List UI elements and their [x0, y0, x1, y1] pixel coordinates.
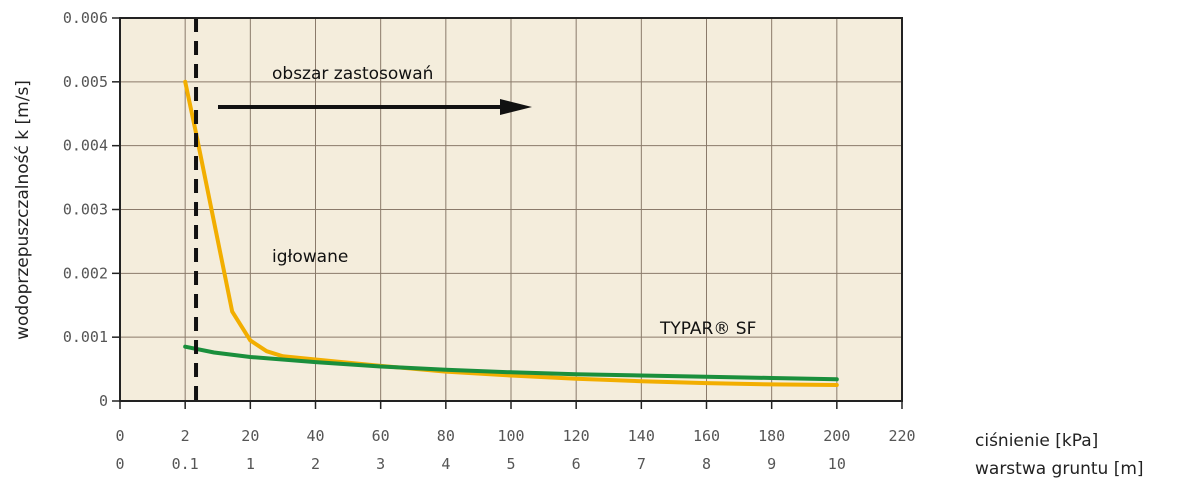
x-tick-label-primary: 60	[372, 427, 390, 445]
series-label-typar: TYPAR® SF	[659, 319, 756, 339]
x-axis-label-secondary: warstwa gruntu [m]	[975, 459, 1144, 479]
x-tick-label-secondary: 7	[637, 455, 646, 473]
x-tick-label-secondary: 5	[506, 455, 515, 473]
x-tick-label-secondary: 8	[702, 455, 711, 473]
x-tick-label-secondary: 1	[246, 455, 255, 473]
y-axis-ticks: 0.006 0.005 0.004 0.003 0.002 0.001 0	[63, 9, 120, 410]
grid	[120, 18, 902, 401]
x-tick-label-primary: 220	[888, 427, 915, 445]
x-tick-label-primary: 2	[181, 427, 190, 445]
x-tick-label-primary: 0	[115, 427, 124, 445]
x-tick-label-secondary: 0	[115, 455, 124, 473]
series-lines	[183, 79, 839, 387]
x-tick-label-primary: 180	[758, 427, 785, 445]
x-tick-label-primary: 200	[823, 427, 850, 445]
y-tick-label: 0.001	[63, 328, 108, 346]
x-axis-ticks-primary: 0 2 20 40 60 80 100 120 140 160 180 200 220	[115, 401, 916, 445]
x-tick-label-primary: 20	[241, 427, 259, 445]
x-tick-label-primary: 80	[437, 427, 455, 445]
application-area-label: obszar zastosowań	[272, 64, 433, 84]
y-tick-label: 0.005	[63, 73, 108, 91]
x-tick-label-primary: 100	[497, 427, 524, 445]
x-tick-label-primary: 140	[628, 427, 655, 445]
y-tick-label: 0	[99, 392, 108, 410]
x-tick-label-secondary: 0.1	[172, 455, 199, 473]
x-tick-label-secondary: 9	[767, 455, 776, 473]
x-axis-ticks-secondary: 0 0.1 1 2 3 4 5 6 7 8 9 10	[115, 455, 845, 473]
x-tick-label-primary: 120	[563, 427, 590, 445]
y-axis-label: wodoprzepuszczalność k [m/s]	[13, 80, 33, 340]
x-tick-label-secondary: 3	[376, 455, 385, 473]
y-tick-label: 0.003	[63, 201, 108, 219]
x-tick-label-secondary: 6	[572, 455, 581, 473]
y-tick-label: 0.004	[63, 137, 108, 155]
arrow-head	[500, 99, 532, 115]
y-tick-label: 0.006	[63, 9, 108, 27]
x-tick-label-primary: 40	[306, 427, 324, 445]
x-tick-label-secondary: 4	[441, 455, 450, 473]
series-label-iglowane: igłowane	[272, 247, 348, 267]
x-tick-label-secondary: 10	[828, 455, 846, 473]
x-axis-label-primary: ciśnienie [kPa]	[975, 431, 1098, 451]
series-line-typar-sf	[183, 344, 839, 382]
y-tick-label: 0.002	[63, 264, 108, 282]
x-tick-label-secondary: 2	[311, 455, 320, 473]
application-arrow	[218, 99, 532, 115]
x-tick-label-primary: 160	[693, 427, 720, 445]
